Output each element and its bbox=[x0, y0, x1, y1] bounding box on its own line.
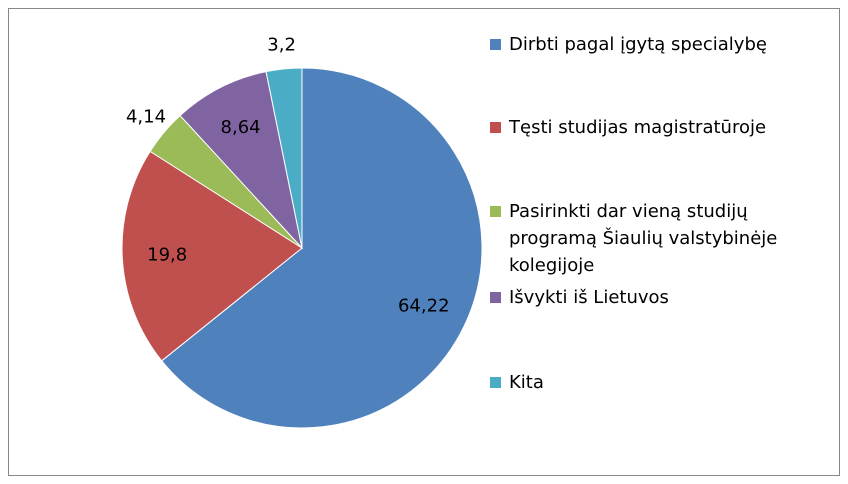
legend-item: Tęsti studijas magistratūroje bbox=[490, 114, 825, 141]
data-label: 4,14 bbox=[126, 106, 166, 127]
pie-slice bbox=[121, 150, 303, 362]
data-label: 3,2 bbox=[267, 35, 296, 56]
data-label: 64,22 bbox=[398, 295, 450, 316]
legend-item: Pasirinkti dar vieną studijų programą Ši… bbox=[490, 198, 825, 279]
legend-swatch bbox=[490, 377, 501, 388]
legend-swatch bbox=[490, 122, 501, 133]
pie-slice bbox=[179, 71, 303, 250]
pie-slice bbox=[265, 67, 303, 249]
legend-swatch bbox=[490, 206, 501, 217]
legend-item: Dirbti pagal įgytą specialybę bbox=[490, 31, 825, 58]
legend-swatch bbox=[490, 39, 501, 50]
legend-label: Dirbti pagal įgytą specialybę bbox=[509, 34, 767, 55]
legend-item: Išvykti iš Lietuvos bbox=[490, 284, 825, 311]
data-label: 8,64 bbox=[221, 117, 261, 138]
legend-item: Kita bbox=[490, 369, 825, 396]
legend-label: Pasirinkti dar vieną studijų programą Ši… bbox=[509, 201, 778, 276]
legend-label: Kita bbox=[509, 372, 544, 393]
legend-label: Tęsti studijas magistratūroje bbox=[509, 117, 767, 138]
pie-slice bbox=[161, 67, 483, 429]
legend-swatch bbox=[490, 292, 501, 303]
data-label: 19,8 bbox=[147, 244, 187, 265]
legend-label: Išvykti iš Lietuvos bbox=[509, 287, 669, 308]
